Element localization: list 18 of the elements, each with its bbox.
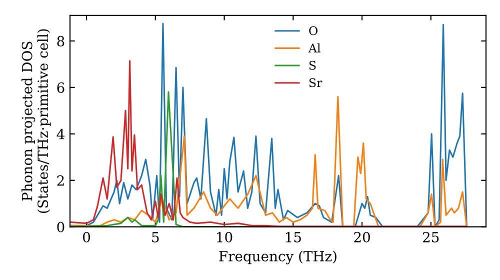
y-tick-label: 0 <box>57 222 64 232</box>
x-tick-label: 10 <box>217 232 232 242</box>
legend-label: O <box>309 26 318 36</box>
y-axis-title: Phonon projected DOS (States/THz·primitive cell) <box>22 29 51 213</box>
x-tick-label: 25 <box>423 232 439 242</box>
x-tick-label: 5 <box>152 232 159 242</box>
legend-label: Sr <box>309 78 322 88</box>
y-tick-label: 8 <box>57 36 64 46</box>
y-tick-label: 2 <box>57 175 64 186</box>
x-tick-label: 15 <box>286 232 301 242</box>
x-axis-title: Frequency (THz) <box>219 250 336 264</box>
x-tick-label: 0 <box>83 232 90 242</box>
y-tick-label: 6 <box>57 82 64 93</box>
line-series <box>70 60 468 227</box>
y-tick-label: 4 <box>56 128 64 140</box>
legend-label: S <box>309 60 316 70</box>
x-tick-label: 20 <box>354 232 370 242</box>
legend-label: Al <box>308 43 320 52</box>
